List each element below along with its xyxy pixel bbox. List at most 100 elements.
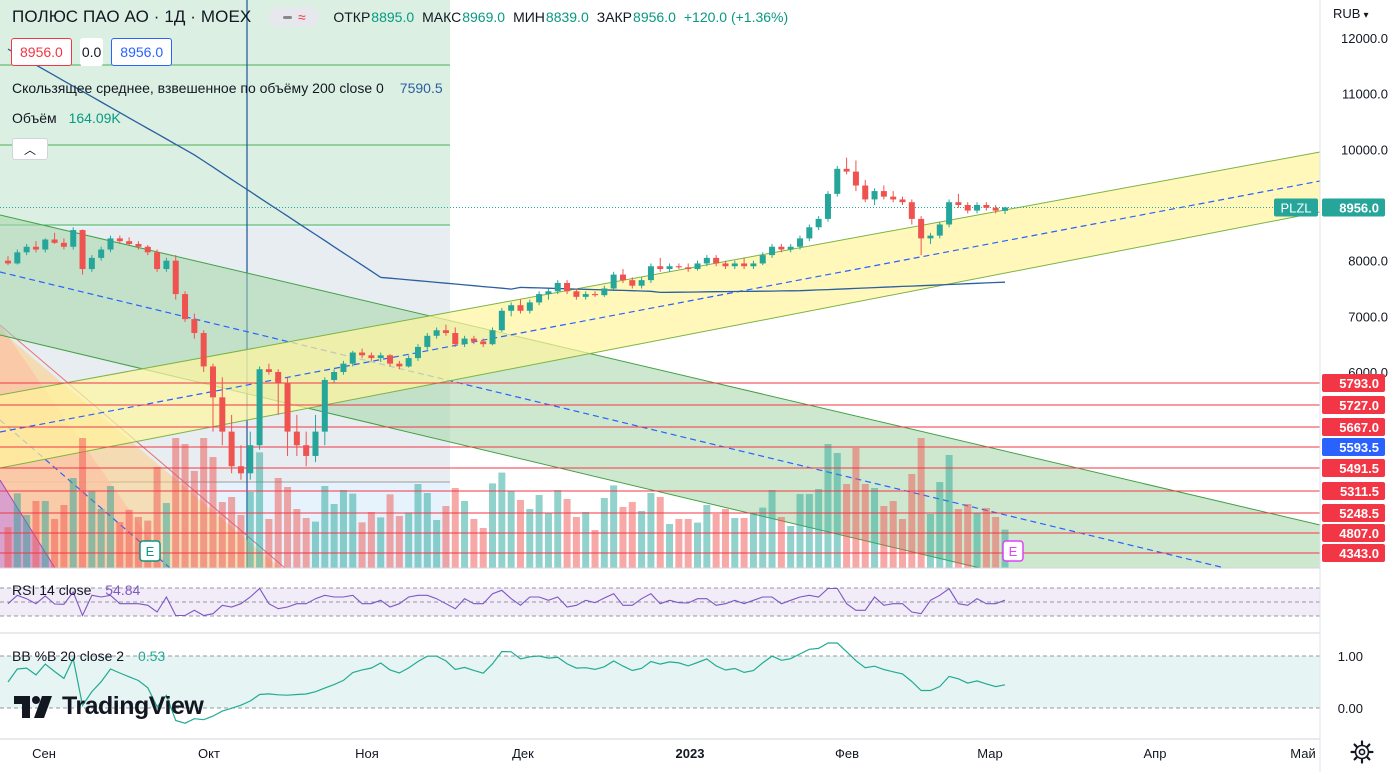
candle-body	[974, 205, 981, 211]
volume-bar	[647, 493, 655, 568]
buy-button[interactable]: 8956.0	[111, 38, 173, 66]
price-level-badge-label: 5667.0	[1339, 420, 1379, 435]
symbol-title[interactable]: ПОЛЮС ПАО АО · 1Д · MOEX	[12, 7, 252, 26]
volume-bar	[703, 505, 711, 568]
volume-bar	[13, 493, 21, 568]
currency-selector[interactable]: RUB	[1333, 6, 1368, 21]
candle-body	[433, 330, 440, 336]
candle-body	[880, 191, 887, 197]
volume-bar	[153, 467, 161, 568]
candle-body	[573, 291, 580, 297]
volume-bar	[899, 519, 907, 568]
symbol-badge[interactable]	[1274, 198, 1318, 217]
candle-body	[32, 246, 39, 250]
earnings-marker-label: E	[1009, 544, 1018, 559]
candle-body	[778, 246, 785, 250]
ohlc-close-label: ЗАКР	[596, 9, 633, 25]
ma-value: 7590.5	[399, 80, 443, 96]
earnings-marker-label: E	[146, 544, 155, 559]
time-tick-label: Сен	[32, 746, 56, 761]
candle-body	[797, 238, 804, 247]
price-level-badge-label: 5727.0	[1339, 398, 1379, 413]
price-level-badge-label: 4343.0	[1339, 546, 1379, 561]
candle-body	[619, 274, 626, 281]
volume-bar	[777, 517, 785, 568]
volume-bar	[367, 512, 375, 568]
earnings-marker[interactable]: E	[1002, 540, 1024, 562]
ohlc-close-value: 8956.0	[633, 9, 676, 25]
ohlc-change-value: +120.0 (+1.36%)	[683, 9, 789, 25]
volume-bar	[134, 517, 142, 568]
volume-bar	[768, 490, 776, 568]
volume-bar	[982, 508, 990, 568]
candle-body	[98, 249, 105, 258]
candle-body	[769, 246, 776, 256]
bb-legend[interactable]: BB %B 20 close 2 0.53	[12, 648, 165, 664]
collapse-legend-button[interactable]: ︿	[12, 138, 48, 160]
volume-bar	[358, 522, 366, 568]
volume-bar	[945, 455, 953, 568]
volume-bar	[796, 494, 804, 568]
volume-legend[interactable]: Объём 164.09K	[12, 110, 121, 126]
volume-bar	[349, 493, 357, 568]
legend-toggle-button[interactable]: ≈	[269, 7, 320, 27]
candle-body	[517, 305, 524, 311]
candle-body	[135, 243, 142, 247]
volume-bar	[181, 444, 189, 568]
candle-body	[852, 171, 859, 186]
volume-bar	[284, 487, 292, 568]
time-tick-label: 2023	[676, 746, 705, 761]
volume-bar	[936, 482, 944, 568]
candle-body	[657, 266, 664, 270]
candle-body	[23, 246, 30, 253]
down-channel-upper	[0, 214, 1321, 526]
tradingview-logo-text: TradingView	[62, 692, 204, 720]
volume-bar	[535, 495, 543, 568]
bb-tick-label: 0.00	[1338, 701, 1363, 716]
candle-body	[321, 379, 328, 432]
volume-bar	[321, 486, 329, 568]
bb-label-text: BB %B 20 close 2	[12, 648, 125, 664]
candle-body	[256, 369, 263, 446]
candle-body	[955, 202, 962, 205]
price-level-badge	[1322, 396, 1385, 414]
candle-body	[554, 282, 561, 292]
volume-bar	[871, 488, 879, 568]
candle-body	[601, 288, 608, 296]
tradingview-logo[interactable]: TradingView	[14, 692, 204, 721]
ohlc-high-value: 8969.0	[462, 9, 506, 25]
candle-body	[5, 260, 11, 264]
volume-bar	[433, 520, 441, 568]
volume-bar	[116, 522, 124, 568]
candle-body	[992, 207, 999, 211]
chevron-up-icon: ︿	[23, 142, 36, 157]
volume-bar	[973, 513, 981, 568]
candle-body	[815, 218, 822, 228]
candle-body	[387, 355, 394, 364]
current-price-badge-label: 8956.0	[1339, 200, 1379, 215]
rsi-legend[interactable]: RSI 14 close 54.84	[12, 582, 140, 598]
volume-bar	[805, 494, 813, 568]
candle-body	[526, 302, 533, 311]
candle-body	[685, 267, 692, 270]
time-tick-label: Дек	[512, 746, 534, 761]
candle-body	[703, 257, 710, 264]
sell-button[interactable]: 8956.0	[11, 38, 72, 66]
volume-bar	[311, 521, 319, 568]
candle-body	[107, 238, 114, 250]
gear-icon[interactable]	[1350, 740, 1374, 764]
time-tick-label: Май	[1290, 746, 1315, 761]
volume-bar	[787, 526, 795, 568]
candle-body	[228, 431, 235, 467]
volume-bar	[852, 448, 860, 568]
earnings-marker[interactable]: E	[139, 540, 161, 562]
ma-legend[interactable]: Скользящее среднее, взвешенное по объёму…	[12, 80, 443, 96]
volume-bar	[423, 493, 431, 568]
price-level-badge-label: 5491.5	[1339, 461, 1379, 476]
ohlc-low-label: МИН	[513, 9, 545, 25]
volume-bar	[377, 517, 385, 568]
candle-body	[694, 263, 701, 270]
candle-body	[1002, 207, 1008, 211]
